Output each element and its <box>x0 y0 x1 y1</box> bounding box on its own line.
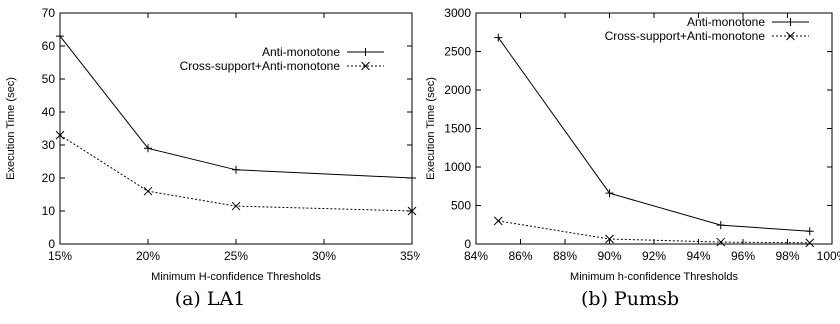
data-point-0 <box>56 32 64 41</box>
data-point-1 <box>493 216 503 226</box>
y-tick-label: 10 <box>42 204 56 218</box>
legend-marker <box>786 31 795 41</box>
data-point-1 <box>407 206 417 216</box>
x-tick-label: 88% <box>553 249 577 263</box>
data-point-1 <box>55 130 65 140</box>
data-point-1 <box>143 186 153 196</box>
y-tick-label: 1500 <box>444 122 471 136</box>
legend-marker <box>786 18 795 26</box>
y-tick-label: 40 <box>42 105 56 119</box>
y-tick-label: 60 <box>42 39 56 53</box>
legend-label: Cross-support+Anti-monotone <box>180 59 341 73</box>
y-tick-label: 3000 <box>444 6 471 20</box>
x-tick-label: 94% <box>686 249 710 263</box>
data-point-0 <box>605 189 614 198</box>
series-line-0 <box>59 35 413 179</box>
data-point-1 <box>716 237 726 247</box>
y-tick-label: 0 <box>464 237 471 251</box>
y-tick-label: 500 <box>451 199 471 213</box>
chart-pumsb: 0 500 1000 1500 2000 2500 3000 84% 86% 88% 90% 92% 9… <box>425 6 840 283</box>
data-point-0 <box>408 174 416 182</box>
chart-panel-la1: 0 10 20 30 40 50 60 70 15% 20% 25% 30% 35% Minimum H-… <box>5 6 420 310</box>
y-axis-label: Execution Time (sec) <box>5 77 17 180</box>
x-tick-label: 20% <box>136 249 160 263</box>
caption-la1: (a) LA1 <box>174 288 246 310</box>
x-tick-label: 25% <box>224 249 248 263</box>
data-point-0 <box>144 144 152 153</box>
legend-label: Anti-monotone <box>262 45 340 59</box>
data-point-0 <box>232 165 240 174</box>
chart-panel-pumsb: 0 500 1000 1500 2000 2500 3000 84% 86% 88% 90% 92% 9… <box>420 0 840 324</box>
legend-marker <box>361 61 370 71</box>
x-tick-label: 96% <box>731 249 755 263</box>
data-point-1 <box>605 234 614 244</box>
legend-label: Anti-monotone <box>687 15 765 29</box>
legend-marker <box>361 48 370 56</box>
x-tick-label: 98% <box>775 249 799 263</box>
x-tick-label: 90% <box>597 249 621 263</box>
x-axis-label: Minimum h-confidence Thresholds <box>570 271 738 283</box>
x-axis-label: Minimum H-confidence Thresholds <box>151 271 321 283</box>
x-tick-label: 35% <box>400 249 420 263</box>
series-line-0 <box>497 37 810 232</box>
data-point-0 <box>805 227 814 236</box>
x-tick-label: 30% <box>312 249 336 263</box>
x-tick-label: 92% <box>642 249 666 263</box>
data-point-0 <box>716 221 725 230</box>
y-tick-label: 0 <box>48 237 55 251</box>
data-point-1 <box>805 238 815 248</box>
x-tick-label: 86% <box>508 249 532 263</box>
plot-frame <box>475 12 833 245</box>
y-tick-label: 50 <box>42 72 56 86</box>
series-line-1 <box>59 134 413 212</box>
x-tick-label: 84% <box>464 249 488 263</box>
chart-la1: 0 10 20 30 40 50 60 70 15% 20% 25% 30% 35% Minimum H-… <box>5 6 420 283</box>
series-line-1 <box>498 220 810 244</box>
legend-label: Cross-support+Anti-monotone <box>605 29 766 43</box>
caption-pumsb: (b) Pumsb <box>581 288 679 310</box>
data-point-0 <box>494 33 503 42</box>
y-axis-label: Execution Time (sec) <box>425 77 437 180</box>
y-tick-label: 20 <box>42 171 56 185</box>
y-tick-label: 2000 <box>444 83 471 97</box>
y-tick-label: 30 <box>42 138 56 152</box>
y-tick-label: 1000 <box>444 160 471 174</box>
y-tick-label: 70 <box>42 6 56 20</box>
y-tick-label: 2500 <box>444 45 471 59</box>
x-tick-label: 15% <box>48 249 72 263</box>
data-point-1 <box>231 201 241 211</box>
x-tick-label: 100% <box>817 249 840 263</box>
